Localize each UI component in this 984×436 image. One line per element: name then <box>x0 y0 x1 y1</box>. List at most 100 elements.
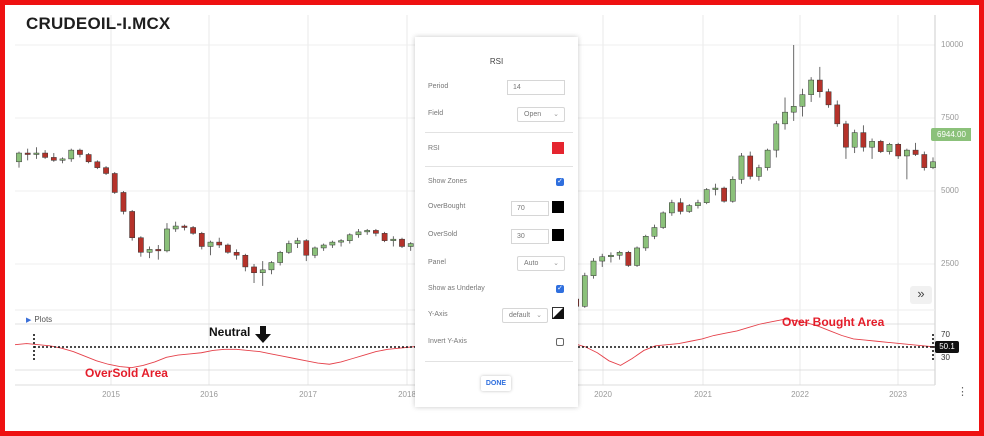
candle-body <box>68 149 75 160</box>
overbought-annotation: Over Bought Area <box>782 315 885 329</box>
yaxis-select[interactable]: default ⌄ <box>502 308 548 323</box>
candle-body <box>259 269 266 274</box>
candle-body <box>686 205 693 212</box>
candle-body <box>625 252 632 266</box>
candle-body <box>773 123 780 151</box>
y-axis-label-10000: 10000 <box>941 40 964 49</box>
candle-body <box>190 227 196 234</box>
overbought-color-swatch[interactable] <box>552 201 564 213</box>
candle-body <box>390 238 397 241</box>
candle-body <box>764 149 771 168</box>
invert-yaxis-checkbox[interactable] <box>556 338 564 346</box>
chevron-down-icon: ⌄ <box>553 260 559 267</box>
underlay-checkbox[interactable]: ✓ <box>556 285 564 293</box>
candle-body <box>590 260 597 276</box>
candle-body <box>895 144 902 157</box>
done-button[interactable]: DONE <box>481 376 511 391</box>
candle-body <box>338 240 344 243</box>
x-axis-label-2023: 2023 <box>889 390 907 399</box>
candle-body <box>198 233 205 247</box>
oversold-input[interactable]: 30 <box>511 229 549 244</box>
candle-body <box>285 243 292 253</box>
candle-body <box>233 252 240 256</box>
field-select-value: Open <box>524 111 542 118</box>
candle-body <box>747 155 754 177</box>
candle-body <box>216 241 223 246</box>
candle-body <box>164 228 170 252</box>
candle-body <box>373 230 379 234</box>
candle-body <box>642 236 649 249</box>
overbought-input[interactable]: 70 <box>511 201 549 216</box>
candle-body <box>721 187 727 202</box>
candle-body <box>912 149 919 155</box>
x-axis-label-2017: 2017 <box>299 390 317 399</box>
candle-body <box>312 247 318 256</box>
more-options-icon[interactable]: ⋮ <box>957 386 968 398</box>
candle-body <box>320 244 327 249</box>
candle-body <box>703 189 710 203</box>
candle-body <box>381 233 388 241</box>
candle-body <box>59 158 66 161</box>
divider <box>425 361 573 362</box>
down-arrow-icon <box>255 326 271 343</box>
check-icon: ✓ <box>557 178 563 185</box>
candle-body <box>634 247 640 266</box>
show-zones-label: Show Zones <box>428 178 467 185</box>
rsi-color-swatch[interactable] <box>552 142 564 154</box>
expand-button[interactable]: » <box>910 286 932 304</box>
candle-body <box>77 149 83 155</box>
candle-body <box>50 157 57 161</box>
yaxis-label: Y-Axis <box>428 311 448 318</box>
candle-body <box>869 141 875 148</box>
candle-body <box>738 155 745 180</box>
candle-body <box>155 249 162 252</box>
oversold-color-swatch[interactable] <box>552 229 564 241</box>
candle-body <box>808 79 814 95</box>
period-input[interactable]: 14 <box>507 80 565 95</box>
candle-body <box>103 167 109 174</box>
yaxis-position-icon[interactable] <box>552 307 564 319</box>
show-zones-checkbox[interactable]: ✓ <box>556 178 564 186</box>
plots-toggle[interactable]: ▶ Plots <box>26 315 52 324</box>
candle-body <box>225 244 231 253</box>
candle-body <box>24 152 31 155</box>
candle-body <box>364 230 371 233</box>
yaxis-select-value: default <box>509 312 531 319</box>
field-select[interactable]: Open ⌄ <box>517 107 565 122</box>
candle-body <box>138 237 144 253</box>
candle-body <box>843 123 849 148</box>
candle-body <box>277 252 283 263</box>
divider <box>425 166 573 167</box>
check-icon: ✓ <box>557 285 563 292</box>
candle-body <box>677 202 684 212</box>
chevron-down-icon: ⌄ <box>536 312 542 319</box>
candle-body <box>581 275 588 307</box>
candle-body <box>355 231 362 236</box>
candle-body <box>695 202 701 206</box>
candle-body <box>712 187 719 190</box>
x-axis-label-2020: 2020 <box>594 390 612 399</box>
rsi-value-badge: 50.1 <box>935 341 959 353</box>
candle-body <box>729 179 736 202</box>
oversold-label: OverSold <box>428 231 458 238</box>
candle-body <box>834 104 841 125</box>
oversold-annotation: OverSold Area <box>85 366 168 380</box>
candle-body <box>407 243 414 247</box>
rsi-axis-label-30: 30 <box>941 353 950 362</box>
candle-body <box>660 212 667 228</box>
underlay-label: Show as Underlay <box>428 285 485 292</box>
candle-body <box>94 161 101 168</box>
rsi-settings-panel: RSI Period 14 Field Open ⌄ RSI Show Zone… <box>415 37 578 407</box>
plots-label: Plots <box>34 315 53 324</box>
rsi-color-label: RSI <box>428 145 440 152</box>
candle-body <box>930 161 936 168</box>
y-axis-label-5000: 5000 <box>941 186 959 195</box>
rsi-axis-label-70: 70 <box>941 330 950 339</box>
panel-select[interactable]: Auto ⌄ <box>517 256 565 271</box>
candle-body <box>608 254 614 257</box>
candle-body <box>16 152 22 163</box>
x-axis-label-2021: 2021 <box>694 390 712 399</box>
neutral-annotation: Neutral <box>209 325 251 339</box>
panel-title: RSI <box>489 57 504 66</box>
candle-body <box>111 173 118 193</box>
